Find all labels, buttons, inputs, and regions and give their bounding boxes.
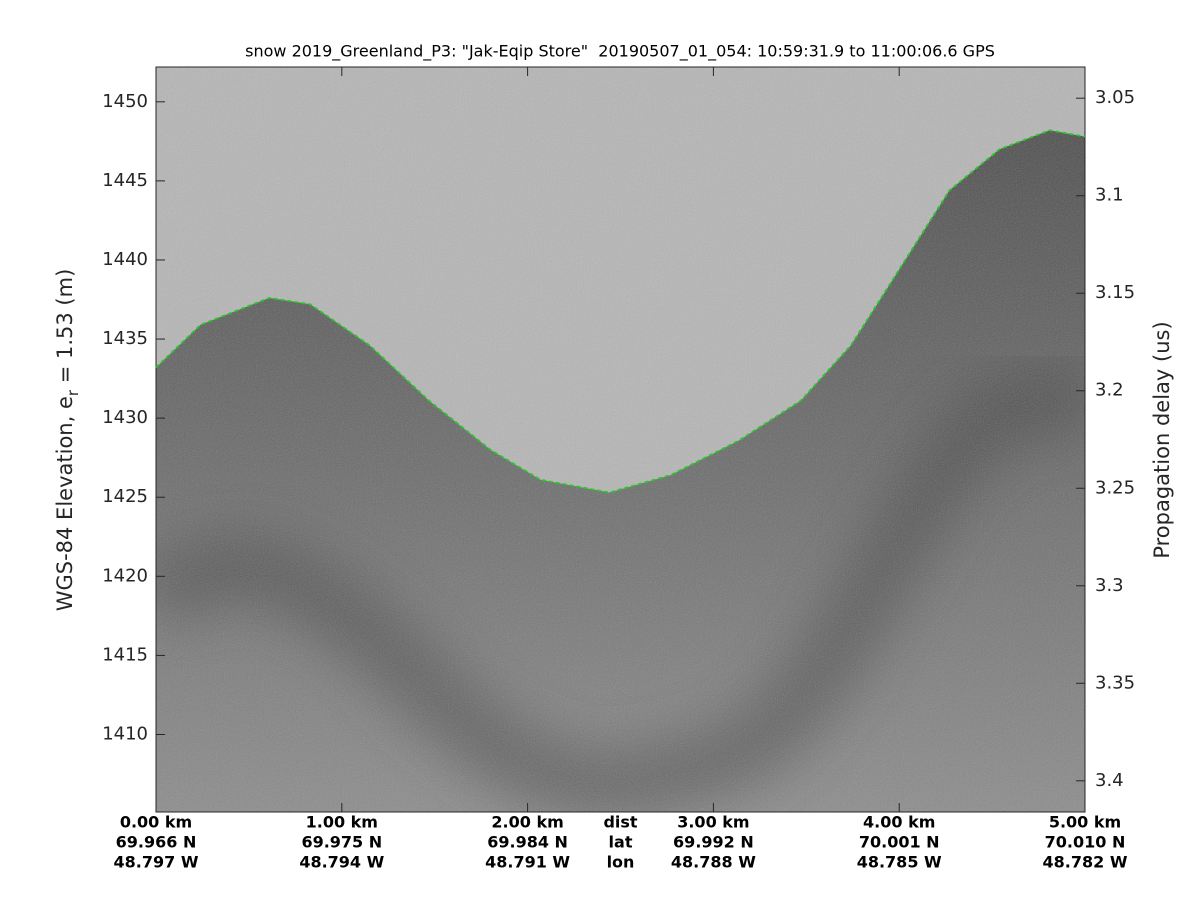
chart-title: snow 2019_Greenland_P3: "Jak-Eqip Store"… — [245, 42, 995, 62]
surface-line — [155, 129, 1086, 494]
lon-label: 48.782 W — [1043, 853, 1128, 872]
y-label-rest: = 1.53 (m) — [53, 269, 77, 390]
y-tick-label: 1430 — [102, 407, 148, 428]
y2-tick-label: 3.15 — [1095, 282, 1135, 303]
lat-label: 69.966 N — [116, 833, 197, 852]
y2-tick-label: 3.35 — [1095, 672, 1135, 693]
x-tick-label: 4.00 km — [863, 813, 935, 832]
y-tick-label: 1445 — [102, 170, 148, 191]
y-tick-label: 1440 — [102, 249, 148, 270]
plot-frame — [155, 66, 1086, 813]
y-tick-label: 1410 — [102, 723, 148, 744]
x-tick-label: 3.00 km — [677, 813, 749, 832]
lat-label: 69.992 N — [673, 833, 754, 852]
row-name: lon — [607, 853, 635, 872]
echogram — [156, 67, 1085, 812]
x-tick-label: 5.00 km — [1049, 813, 1121, 832]
y2-tick-label: 3.3 — [1095, 575, 1124, 596]
x-tick-label: 1.00 km — [306, 813, 378, 832]
y-tick-label: 1435 — [102, 328, 148, 349]
lon-label: 48.791 W — [485, 853, 570, 872]
x-tick-label: 0.00 km — [120, 813, 192, 832]
y2-axis-label: Propagation delay (us) — [1150, 321, 1174, 558]
y2-tick-label: 3.25 — [1095, 477, 1135, 498]
y-tick-label: 1420 — [102, 565, 148, 586]
lon-label: 48.788 W — [671, 853, 756, 872]
lon-label: 48.794 W — [299, 853, 384, 872]
noise — [156, 67, 1085, 812]
x-tick-label: 2.00 km — [491, 813, 563, 832]
lat-label: 69.984 N — [487, 833, 568, 852]
lat-label: 69.975 N — [301, 833, 382, 852]
row-name: lat — [609, 833, 633, 852]
y-axis-label: WGS-84 Elevation, er = 1.53 (m) — [53, 269, 82, 612]
y2-tick-label: 3.1 — [1095, 185, 1124, 206]
lat-label: 70.010 N — [1045, 833, 1126, 852]
y-tick-label: 1425 — [102, 486, 148, 507]
y-label-main: WGS-84 Elevation, e — [53, 396, 77, 611]
row-name: dist — [603, 813, 637, 832]
y2-tick-label: 3.2 — [1095, 380, 1124, 401]
lon-label: 48.785 W — [857, 853, 942, 872]
y-tick-label: 1415 — [102, 644, 148, 665]
lon-label: 48.797 W — [114, 853, 199, 872]
y-tick-label: 1450 — [102, 91, 148, 112]
y-label-sub: r — [64, 389, 82, 396]
y2-tick-label: 3.05 — [1095, 87, 1135, 108]
y2-tick-label: 3.4 — [1095, 770, 1124, 791]
lat-label: 70.001 N — [859, 833, 940, 852]
